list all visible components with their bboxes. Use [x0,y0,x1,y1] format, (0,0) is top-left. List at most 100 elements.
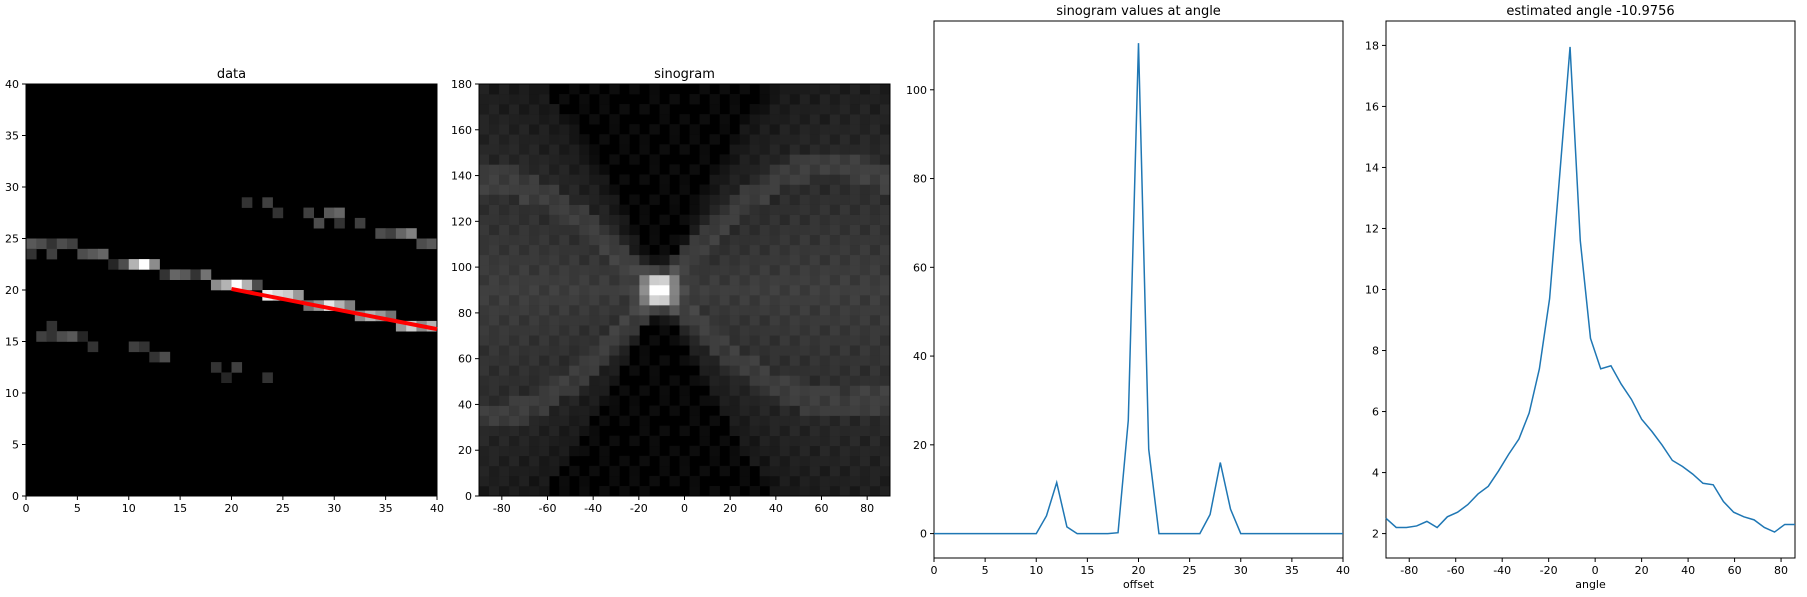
sinogram-cell [479,264,490,276]
sinogram-cell [839,144,851,155]
sinogram-cell [529,264,540,276]
sinogram-cell [709,284,720,296]
sinogram-cell [779,124,791,135]
sinogram-cell [539,224,550,236]
sinogram-cell [849,174,861,185]
y-tick-label: 35 [5,130,19,143]
sinogram-cell [859,325,871,336]
axes-frame [478,83,891,497]
sinogram-cell [809,274,821,286]
x-tick-label: 0 [23,502,30,515]
sinogram-cell [869,375,881,386]
sinogram-cell [829,134,841,145]
sinogram-cell [769,475,781,487]
sinogram-cell [739,425,750,437]
sinogram-cell [559,274,570,286]
y-tick-label: 60 [458,353,472,366]
sinogram-cell [589,164,600,175]
sinogram-cell [829,455,841,467]
sinogram-cell [499,254,510,266]
sinogram-cell [849,224,861,236]
sinogram-cell [869,234,881,246]
y-tick-label: 18 [1365,39,1379,52]
sinogram-cell [869,174,881,185]
sinogram-cell [489,184,500,195]
sinogram-cell [549,465,560,477]
sinogram-cell [539,144,550,155]
sinogram-cell [699,234,710,246]
sinogram-cell [549,194,560,205]
sinogram-cell [739,254,750,266]
y-tick-label: 40 [5,78,19,91]
sinogram-cell [669,134,680,145]
sinogram-cell [709,415,720,426]
sinogram-cell [769,84,781,95]
sinogram-cell [529,94,540,105]
sinogram-cell [829,415,841,426]
sinogram-cell [849,295,861,306]
sinogram-cell [509,465,520,477]
sinogram-cell [509,305,520,316]
sinogram-cell [799,284,811,296]
sinogram-cell [789,435,801,447]
x-tick-label: 25 [276,502,290,515]
sinogram-cell [509,224,520,236]
sinogram-cell [759,264,771,276]
sinogram-cell [859,415,871,426]
heatmap-cell [221,279,232,291]
sinogram-cell [709,274,720,286]
sinogram-cell [559,305,570,316]
heatmap-cell [406,228,417,239]
sinogram-cell [519,264,530,276]
sinogram-cell [809,94,821,105]
sinogram-cell [789,395,801,406]
sinogram-cell [589,315,600,326]
sinogram-cell [799,405,811,416]
sinogram-cell [729,345,740,356]
sinogram-cell [789,134,801,145]
sinogram-cell [629,224,640,236]
sinogram-cell [839,455,851,467]
sinogram-cell [639,485,650,497]
sinogram-cell [779,234,791,246]
sinogram-cell [729,264,740,276]
sinogram-cell [529,104,540,115]
sinogram-cell [539,305,550,316]
sinogram-cell [789,254,801,266]
sinogram-cell [799,84,811,95]
sinogram-cell [799,274,811,286]
sinogram-cell [819,345,831,356]
sinogram-cell [849,425,861,437]
sinogram-cell [539,355,550,366]
sinogram-cell [529,244,540,256]
sinogram-cell [869,134,881,145]
y-tick-label: 14 [1365,161,1379,174]
sinogram-cell [499,174,510,185]
sinogram-cell [589,114,600,125]
sinogram-cell [719,335,730,346]
sinogram-cell [799,475,811,487]
sinogram-cell [519,204,530,215]
sinogram-cell [809,204,821,215]
sinogram-cell [569,305,580,316]
sinogram-cell [519,174,530,185]
sinogram-cell [549,325,560,336]
sinogram-cell [479,194,490,205]
sinogram-cell [749,345,760,356]
chart-title: estimated angle -10.9756 [1506,4,1674,19]
sinogram-cell [669,264,680,276]
heatmap-cell [282,290,294,301]
sinogram-cell [809,355,821,366]
sinogram-cell [529,174,540,185]
sinogram-cell [529,144,540,155]
heatmap-cell [231,362,243,373]
sinogram-cell [729,214,740,225]
sinogram-cell [709,295,720,306]
sinogram-cell [729,335,740,346]
sinogram-cell [519,395,530,406]
sinogram-cell [869,154,881,165]
sinogram-cell [869,94,881,105]
sinogram-cell [569,284,580,296]
sinogram-cell [859,134,871,145]
sinogram-cell [529,465,540,477]
